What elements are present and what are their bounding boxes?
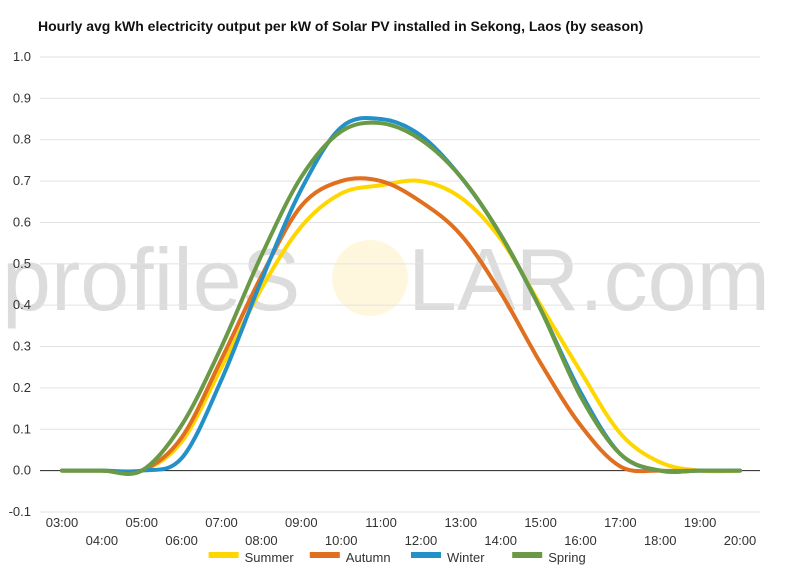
y-tick-label: 0.5 (13, 256, 31, 271)
x-tick-label: 17:00 (604, 515, 637, 530)
x-tick-label: 05:00 (125, 515, 158, 530)
legend-swatch (309, 552, 340, 558)
legend-item-autumn: Autumn (309, 550, 391, 565)
y-tick-label: 0.0 (13, 463, 31, 478)
legend-label: Summer (245, 550, 295, 565)
series-line-spring (60, 120, 742, 476)
legend-item-summer: Summer (208, 550, 295, 565)
y-tick-label: 1.0 (13, 49, 31, 64)
y-tick-label: 0.1 (13, 421, 31, 436)
x-tick-label: 06:00 (165, 533, 198, 548)
y-tick-label: 0.7 (13, 173, 31, 188)
x-tick-label: 20:00 (724, 533, 757, 548)
y-tick-label: -0.1 (9, 504, 31, 519)
x-tick-label: 12:00 (405, 533, 438, 548)
x-tick-label: 10:00 (325, 533, 358, 548)
legend-label: Autumn (346, 550, 391, 565)
x-tick-label: 11:00 (365, 515, 397, 530)
series-line-summer (60, 178, 742, 475)
y-tick-label: 0.2 (13, 380, 31, 395)
x-tick-label: 15:00 (524, 515, 557, 530)
y-tick-label: 0.4 (13, 297, 31, 312)
series-line-autumn (60, 176, 742, 476)
y-tick-label: 0.3 (13, 339, 31, 354)
watermark: profileS LAR.com (2, 230, 770, 329)
series-lines (60, 115, 742, 476)
legend-item-spring: Spring (512, 550, 586, 565)
x-tick-label: 18:00 (644, 533, 677, 548)
y-tick-label: 0.8 (13, 132, 31, 147)
legend-item-winter: Winter (411, 550, 485, 565)
legend: Summer Autumn Winter Spring (208, 550, 586, 565)
x-tick-label: 09:00 (285, 515, 318, 530)
legend-swatch (208, 552, 239, 558)
legend-label: Winter (447, 550, 485, 565)
x-tick-label: 13:00 (445, 515, 478, 530)
watermark-text-right: LAR.com (408, 230, 770, 329)
x-tick-label: 14:00 (484, 533, 517, 548)
watermark-text-left: profileS (2, 230, 300, 329)
x-tick-label: 07:00 (205, 515, 238, 530)
x-tick-label: 08:00 (245, 533, 278, 548)
y-tick-label: 0.6 (13, 214, 31, 229)
legend-swatch (411, 552, 441, 558)
x-tick-label: 03:00 (46, 515, 79, 530)
x-tick-label: 04:00 (86, 533, 119, 548)
watermark-sun (332, 240, 408, 316)
x-tick-label: 16:00 (564, 533, 597, 548)
axes: -0.1 0.0 0.1 0.2 0.3 0.4 0.5 0.6 0.7 0.8 0.9 1.0 03:… (9, 49, 757, 548)
y-tick-label: 0.9 (13, 90, 31, 105)
legend-swatch (512, 552, 543, 558)
legend-label: Spring (548, 550, 586, 565)
chart-title: Hourly avg kWh electricity output per kW… (38, 18, 644, 34)
x-tick-label: 19:00 (684, 515, 717, 530)
